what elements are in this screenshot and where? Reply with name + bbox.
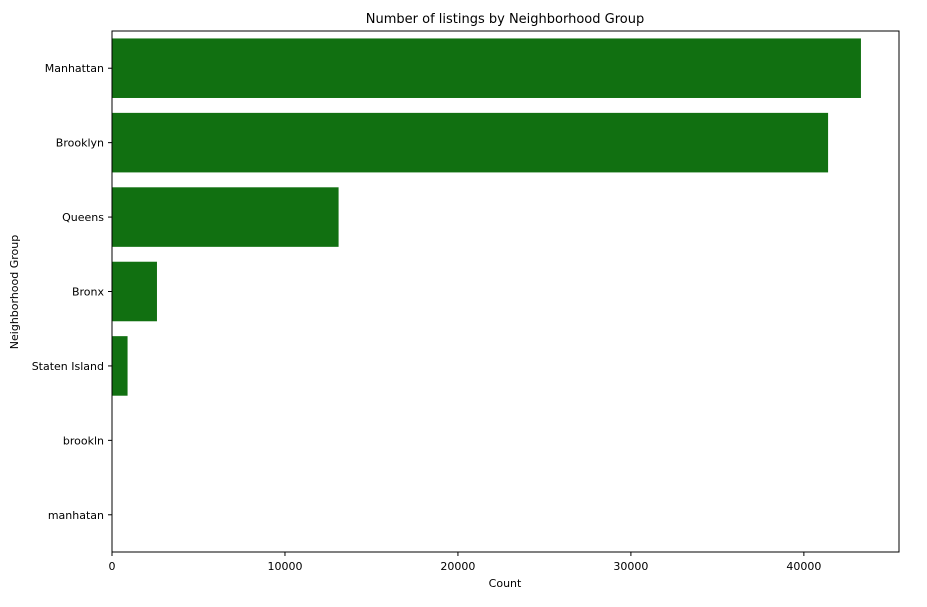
y-tick-label: Manhattan	[45, 62, 104, 75]
y-axis-label: Neighborhood Group	[8, 235, 21, 349]
chart-title: Number of listings by Neighborhood Group	[366, 12, 644, 27]
y-tick-label: Bronx	[72, 286, 105, 299]
plot-frame	[112, 31, 899, 552]
bars-layer	[112, 38, 861, 544]
y-tick-label: manhatan	[48, 509, 104, 522]
y-axis-ticks: Manhattan Brooklyn Queens Bronx Staten Islan…	[32, 62, 112, 522]
x-tick-label: 30000	[613, 560, 648, 573]
x-tick-label: 10000	[267, 560, 302, 573]
bar-bronx	[112, 262, 157, 322]
bar-manhattan	[112, 38, 861, 98]
bar-queens	[112, 187, 339, 247]
y-tick-label: Queens	[62, 211, 104, 224]
y-tick-label: brookln	[63, 434, 104, 447]
x-tick-label: 0	[109, 560, 116, 573]
y-tick-label: Staten Island	[32, 360, 104, 373]
x-axis-label: Count	[489, 577, 522, 590]
bar-brooklyn	[112, 113, 828, 173]
bar-staten-island	[112, 336, 128, 396]
x-tick-label: 40000	[786, 560, 821, 573]
x-axis-ticks: 0 10000 20000 30000 40000	[109, 552, 822, 573]
y-tick-label: Brooklyn	[56, 137, 104, 150]
x-tick-label: 20000	[440, 560, 475, 573]
